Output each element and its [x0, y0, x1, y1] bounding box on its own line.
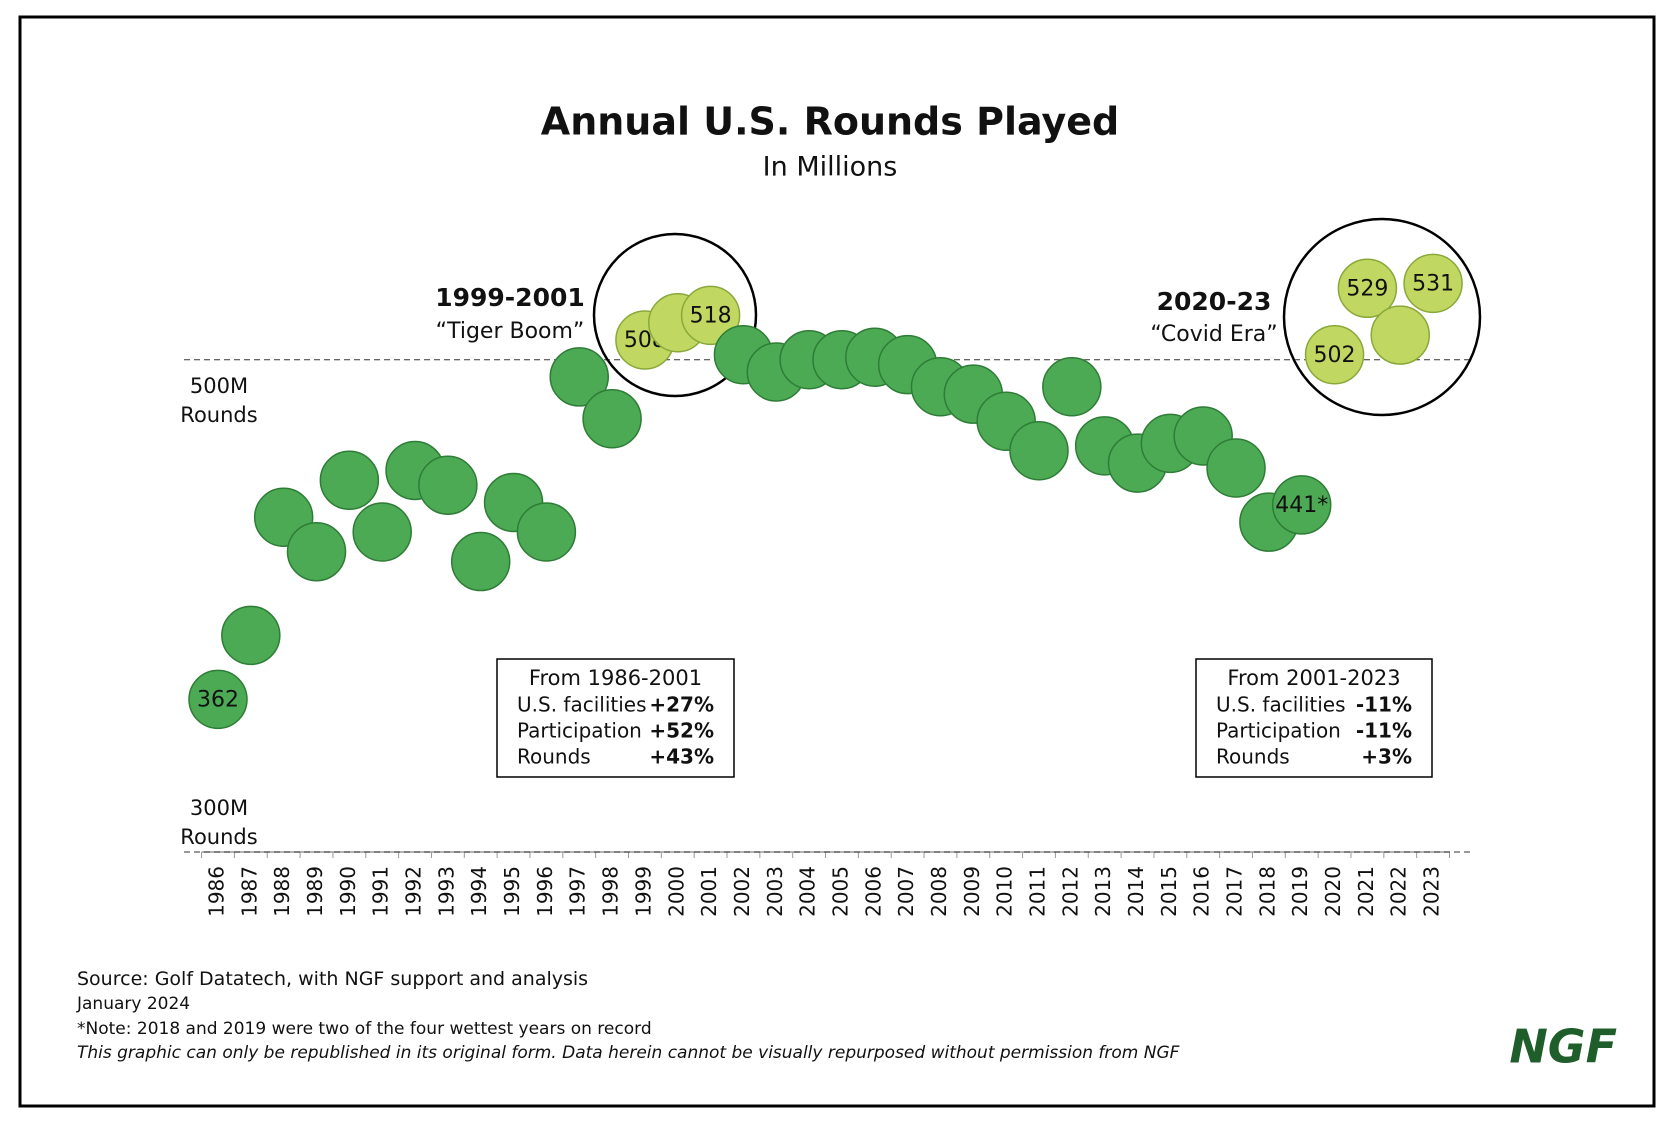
highlight-ring	[1282, 217, 1482, 417]
x-tick-label: 1991	[369, 866, 393, 917]
highlight-ring	[592, 232, 758, 398]
x-tick-label: 2008	[927, 866, 951, 917]
annotation-text: “Tiger Boom”	[436, 319, 585, 344]
x-tick-label: 2005	[828, 866, 852, 917]
x-tick-label: 2009	[960, 866, 984, 917]
frame	[18, 15, 1656, 1108]
x-tick-label: 2014	[1124, 866, 1148, 917]
chart-title: Annual U.S. Rounds Played	[541, 100, 1119, 144]
box-value: +27%	[649, 693, 714, 717]
box-label: U.S. facilities	[517, 693, 647, 717]
data-label: 529	[1346, 276, 1388, 301]
x-tick-label: 2022	[1387, 866, 1411, 917]
x-tick-label: 1993	[434, 866, 458, 917]
disclaimer: This graphic can only be republished in …	[77, 1043, 1180, 1063]
data-point	[450, 531, 511, 592]
box-value: +3%	[1361, 745, 1412, 769]
data-point	[221, 605, 281, 666]
data-label: 441*	[1275, 493, 1328, 518]
x-tick-label: 1995	[500, 866, 524, 917]
data-point	[1304, 325, 1365, 385]
data-point	[1370, 305, 1430, 365]
box-value: -11%	[1356, 719, 1412, 743]
x-tick-label: 1989	[303, 866, 327, 917]
x-tick-label: 2018	[1255, 866, 1279, 917]
x-tick-label: 1986	[205, 866, 229, 917]
x-tick-label: 2021	[1354, 866, 1378, 917]
data-label: 531	[1412, 271, 1454, 296]
data-point	[549, 347, 609, 407]
data-point	[680, 285, 741, 346]
x-tick-label: 2012	[1058, 866, 1082, 917]
y-tick-label: 300M Rounds	[180, 796, 258, 849]
x-tick-label: 2002	[730, 866, 754, 917]
x-tick-label: 2010	[993, 866, 1017, 917]
x-tick-label: 1996	[533, 866, 557, 917]
x-tick-label: 2011	[1026, 866, 1050, 917]
x-tick-label: 2020	[1321, 866, 1345, 917]
stat-box	[1195, 658, 1433, 778]
date: January 2024	[77, 994, 191, 1014]
annotation-title: 1999-2001	[435, 283, 585, 312]
note: *Note: 2018 and 2019 were two of the fou…	[77, 1019, 652, 1039]
logo: NGF	[1509, 1020, 1617, 1074]
annotation-title: 2020-23	[1157, 287, 1272, 316]
x-tick-label: 1992	[402, 866, 426, 917]
box-label: U.S. facilities	[1216, 693, 1346, 717]
x-tick-label: 1999	[631, 866, 655, 917]
x-tick-label: 2001	[697, 866, 721, 917]
data-point	[1337, 258, 1398, 319]
data-point	[1206, 438, 1266, 498]
x-tick-label: 1994	[467, 866, 491, 917]
data-point	[418, 455, 478, 515]
x-tick-label: 2007	[894, 866, 918, 917]
x-tick-label: 1998	[599, 866, 623, 917]
data-point	[516, 502, 577, 562]
data-point	[1042, 357, 1102, 417]
data-label: 518	[690, 303, 732, 328]
data-point	[188, 669, 248, 730]
box-title: From 2001-2023	[1227, 666, 1400, 690]
y-tick-label: 500M Rounds	[180, 373, 258, 427]
data-point	[582, 389, 642, 449]
x-tick-label: 2004	[796, 866, 820, 917]
box-title: From 1986-2001	[529, 666, 702, 690]
x-tick-label: 2016	[1190, 866, 1214, 917]
x-tick-label: 2013	[1091, 866, 1115, 917]
x-tick-label: 2017	[1223, 866, 1247, 917]
x-tick-label: 2003	[763, 866, 787, 917]
x-tick-label: 2000	[664, 866, 688, 917]
x-tick-label: 1988	[270, 866, 294, 917]
box-value: -11%	[1356, 693, 1412, 717]
source: Source: Golf Datatech, with NGF support …	[77, 968, 589, 990]
x-tick-label: 1997	[566, 866, 590, 917]
box-label: Participation	[517, 719, 642, 743]
box-value: +52%	[649, 719, 714, 743]
data-label: 502	[1314, 343, 1356, 368]
x-tick-label: 1990	[336, 866, 360, 917]
stat-box	[496, 658, 735, 778]
chart-subtitle: In Millions	[763, 152, 898, 183]
annotation-text: “Covid Era”	[1150, 322, 1277, 347]
box-label: Participation	[1216, 719, 1341, 743]
data-label: 362	[197, 687, 239, 712]
x-tick-label: 2015	[1157, 866, 1181, 917]
x-tick-label: 2006	[861, 866, 885, 917]
data-point	[1403, 253, 1463, 314]
x-tick-label: 1987	[237, 866, 261, 917]
x-tick-label: 2019	[1288, 866, 1312, 917]
data-point	[286, 521, 347, 582]
x-tick-label: 2023	[1420, 866, 1444, 917]
data-point	[319, 450, 380, 511]
box-label: Rounds	[1216, 745, 1290, 769]
data-point	[352, 502, 412, 562]
box-label: Rounds	[517, 745, 591, 769]
data-point	[1009, 421, 1069, 481]
box-value: +43%	[649, 745, 714, 769]
data-point	[1271, 475, 1332, 535]
